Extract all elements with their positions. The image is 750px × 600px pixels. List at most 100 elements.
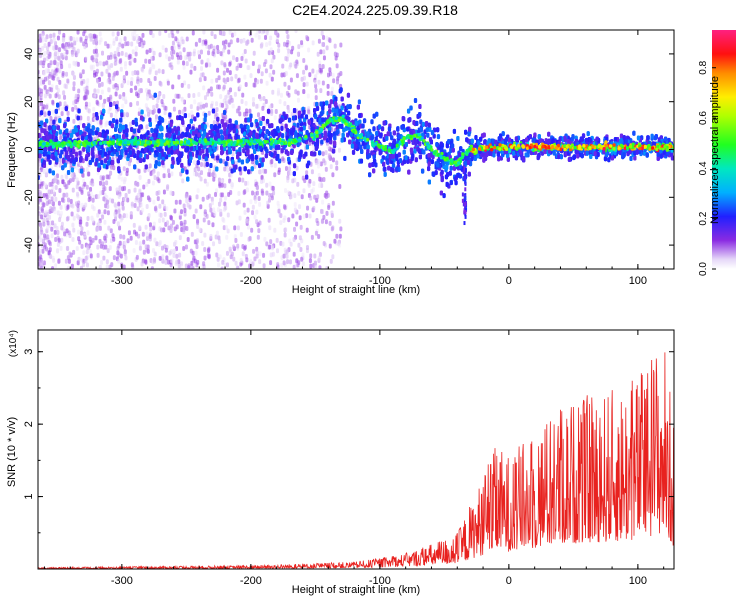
spectrogram-cell — [188, 56, 192, 62]
spectrogram-cell — [135, 91, 139, 97]
spectrogram-cell — [71, 187, 75, 193]
spectrogram-cell — [152, 247, 156, 253]
spectrogram-cell — [193, 258, 197, 264]
spectrogram-cell — [126, 238, 130, 244]
spectrogram-cell — [56, 229, 60, 235]
spectrogram-cell — [245, 257, 249, 263]
spectrogram-cell — [177, 44, 181, 50]
spectrogram-cell — [98, 60, 102, 66]
spectrogram-cell — [187, 265, 191, 269]
spectrogram-cell — [280, 72, 284, 78]
spectrogram-cell — [41, 52, 45, 58]
spectrogram-cell — [63, 231, 67, 237]
spectrogram-cell — [51, 99, 55, 105]
spectrogram-cell — [215, 107, 219, 113]
spectrogram-cell — [54, 263, 58, 269]
spectrogram-cell — [127, 230, 131, 236]
spectrogram-cell — [244, 58, 248, 64]
spectrogram-cell — [207, 50, 211, 56]
spectrogram-cell — [96, 194, 100, 200]
spectrogram-cell — [105, 264, 109, 269]
spectrogram-cell — [294, 30, 298, 34]
spectrogram-cell — [62, 198, 66, 204]
spectrogram-cell — [147, 212, 151, 218]
spectrogram-cell — [192, 214, 196, 220]
spectrogram-cell — [225, 262, 229, 268]
spectrogram-cell — [115, 187, 119, 193]
spectrogram-cell — [52, 177, 56, 183]
spectrogram-cell — [119, 234, 123, 240]
spectrogram-cell — [53, 59, 57, 65]
spectrogram-cell — [272, 190, 276, 196]
spectrogram-cell — [148, 236, 152, 242]
spectrogram-cell — [275, 37, 279, 43]
spectrogram-cell — [221, 40, 225, 46]
spectrogram-cell — [87, 171, 91, 177]
spectrogram-cell — [197, 166, 201, 172]
spectrogram-cell — [132, 222, 136, 228]
spectrogram-cell — [249, 73, 253, 79]
spectrogram-cell — [38, 87, 42, 93]
spectrogram-cell — [227, 49, 231, 55]
spectrogram-cell — [260, 71, 264, 77]
spectrogram-cell — [334, 55, 338, 61]
spectrogram-cell — [244, 82, 248, 88]
spectrogram-cell — [269, 64, 273, 70]
spectrogram-cell — [261, 105, 265, 111]
spectrogram-cell — [200, 59, 204, 65]
spectrogram-cell — [144, 224, 148, 230]
spectrogram-cell — [191, 30, 195, 36]
spectrogram-cell — [233, 225, 237, 231]
spectrogram-cell — [132, 248, 136, 254]
spectrogram-cell — [184, 193, 188, 199]
spectrogram-cell — [105, 68, 109, 74]
spectrogram-cell — [268, 244, 272, 250]
spectrogram-cell — [71, 237, 75, 243]
spectrogram-cell — [157, 68, 161, 74]
spectrogram-cell — [183, 80, 187, 86]
spectrogram-cell — [145, 231, 149, 237]
spectrogram-cell — [230, 98, 234, 104]
spectrogram-cell — [314, 160, 318, 166]
spectrogram-cell — [189, 248, 193, 254]
spectrogram-cell — [322, 240, 326, 246]
spectrogram-cell — [111, 31, 115, 37]
spectrogram-cell — [331, 172, 335, 178]
spectrogram-cell — [112, 255, 116, 261]
spectrogram-cell — [251, 96, 255, 102]
spectrogram-cell — [49, 60, 53, 66]
spectrogram-cell — [209, 86, 213, 92]
spectrogram-cell — [289, 241, 293, 247]
spectrogram-cell — [38, 212, 41, 218]
spectrogram-cell — [96, 79, 100, 85]
spectrogram-cell — [199, 176, 203, 182]
spectrogram-cell — [264, 99, 268, 105]
spectrogram-cell — [76, 30, 80, 35]
spectrogram-cell — [103, 186, 107, 192]
spectrogram-cell — [336, 79, 340, 85]
spectrogram-cell — [176, 30, 180, 34]
spectrogram-cell — [93, 72, 97, 78]
spectrogram-cell — [224, 39, 228, 45]
spectrogram-cell — [38, 101, 41, 107]
spectrogram-cell — [93, 53, 97, 59]
spectrogram-cell — [307, 47, 311, 53]
spectrogram-cell — [167, 168, 171, 174]
spectrogram-cell — [207, 254, 211, 260]
spectrogram-cell — [126, 80, 130, 86]
spectrogram-cell — [315, 69, 319, 75]
spectrogram-cell — [48, 86, 52, 92]
spectrogram-cell — [223, 62, 227, 68]
spectrogram-cell — [331, 157, 335, 163]
spectrogram-cell — [78, 219, 82, 225]
spectrogram-cell — [239, 63, 243, 69]
spectrogram-cell — [53, 209, 57, 215]
spectrogram-cell — [322, 49, 326, 55]
spectrogram-cell — [313, 118, 317, 124]
spectrogram-cell — [250, 37, 254, 43]
spectrogram-cell — [65, 228, 69, 234]
spectrogram-cell — [40, 93, 44, 99]
spectrogram-cell — [228, 70, 232, 76]
spectrogram-cell — [236, 225, 240, 231]
spectrogram-cell — [43, 182, 47, 188]
